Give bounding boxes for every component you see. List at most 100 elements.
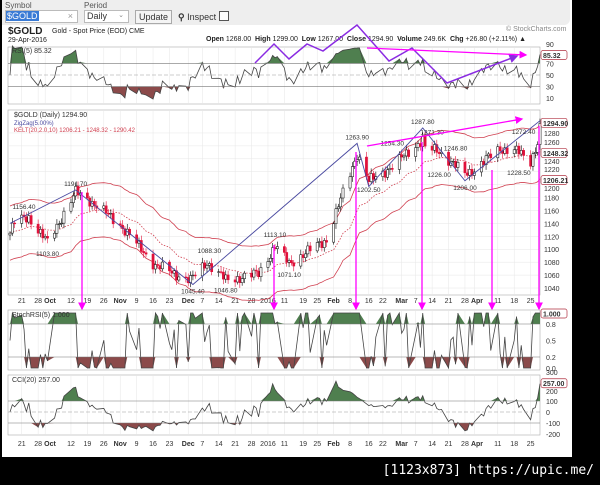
kelt-low-tag-box	[540, 175, 568, 185]
candle-body	[60, 222, 63, 225]
x-tick-label: 18	[510, 441, 518, 448]
candle-body	[416, 143, 420, 148]
inspect-toggle[interactable]: ⚲ Inspect	[178, 11, 229, 23]
candle-body	[529, 155, 532, 167]
candle	[259, 262, 263, 282]
candle	[252, 267, 256, 281]
price-annotation: 1046.80	[214, 288, 238, 295]
rsi-line	[9, 45, 541, 100]
x-tick-label: 16	[365, 298, 373, 305]
price-annotation: 1228.50	[507, 170, 531, 177]
x-tick-label: 19	[83, 298, 91, 305]
inspect-checkbox[interactable]	[218, 11, 229, 21]
candle	[339, 193, 343, 212]
x-tick-label: 11	[281, 441, 288, 448]
x-tick-label: 26	[100, 298, 108, 305]
candle-body	[484, 155, 488, 165]
candle-body	[109, 212, 113, 215]
rsi-axis-label: 50	[546, 73, 554, 80]
candle-body	[358, 156, 361, 160]
x-tick-label: 14	[428, 298, 436, 305]
candle-body	[414, 147, 418, 157]
candle-body	[71, 195, 75, 204]
keltner-lower	[9, 178, 541, 301]
x-tick-label: 25	[527, 441, 535, 448]
candle	[71, 191, 75, 208]
cci-legend: CCI(20) 257.00	[12, 377, 60, 384]
kelt-low-tag: 1206.21	[543, 178, 568, 185]
price-annotation: 1254.30	[381, 141, 405, 148]
stochrsi-tag: 1.000	[543, 312, 561, 319]
candle	[20, 210, 24, 228]
x-tick-label: Mar	[395, 298, 408, 305]
kelt-mid-tag: 1248.32	[543, 151, 568, 158]
symbol-input[interactable]: $GOLD ×	[5, 10, 78, 23]
price-tag-box	[540, 117, 568, 128]
chart-date: 29-Apr-2016	[8, 37, 47, 44]
candle-body	[306, 245, 310, 255]
update-button[interactable]: Update	[135, 10, 173, 24]
x-tick-label: 28	[461, 298, 469, 305]
candle	[315, 237, 319, 254]
candle-body	[250, 272, 253, 278]
candle-body	[301, 254, 305, 258]
candle-body	[217, 271, 221, 273]
candle-body	[10, 222, 14, 234]
x-tick-label: 2016	[260, 441, 276, 448]
candle-body	[104, 205, 108, 214]
x-tick-label: 16	[149, 441, 157, 448]
candle-body	[41, 229, 45, 239]
candle-body	[154, 264, 157, 270]
symbol-label: Symbol	[5, 1, 32, 10]
candle-body	[243, 272, 246, 279]
candle	[299, 249, 303, 269]
candle-body	[86, 192, 89, 199]
period-select[interactable]: Daily ⌄	[84, 10, 129, 23]
clear-icon[interactable]: ×	[67, 11, 73, 21]
candle-body	[238, 276, 242, 283]
candle-body	[463, 162, 467, 174]
price-axis-label: 1280	[544, 131, 560, 138]
x-tick-label: 12	[67, 441, 75, 448]
price-annotation: 1271.30	[420, 130, 444, 137]
candle	[463, 157, 467, 178]
candle-body	[144, 252, 148, 255]
candle-body	[388, 168, 392, 170]
stochrsi-axis-label: 0.0	[546, 366, 556, 373]
candle-body	[339, 197, 343, 208]
candle	[533, 147, 537, 159]
x-tick-label: 25	[313, 441, 321, 448]
candle-body	[236, 276, 239, 283]
footer-caption: [1123x873] https://upic.me/	[382, 463, 594, 478]
panel-cci	[7, 374, 541, 436]
price-annotation: 1226.00	[427, 172, 451, 179]
drawn-rsi-trendline	[366, 47, 528, 59]
candle-body	[240, 278, 244, 283]
stochrsi-axis-label: 0.8	[546, 322, 556, 329]
price-axis-label: 1220	[544, 167, 560, 174]
candle-body	[43, 236, 47, 239]
candle	[266, 257, 270, 272]
price-axis-label: 1060	[544, 273, 560, 280]
cci-axis-label: 100	[546, 399, 558, 406]
candle-body	[292, 262, 296, 267]
candle-body	[13, 222, 17, 225]
candle-body	[533, 152, 537, 154]
rsi-axis-label: 70	[546, 61, 554, 68]
candle	[53, 230, 56, 242]
candle-body	[287, 260, 291, 263]
price-annotation: 1202.50	[357, 187, 381, 194]
candle-body	[46, 236, 49, 239]
cci-low-fill	[10, 423, 540, 431]
x-tick-label: 19	[83, 441, 91, 448]
stochrsi-axis-label: 0.5	[546, 339, 556, 346]
candle	[8, 231, 12, 241]
x-tick-label: 14	[428, 441, 436, 448]
candle-body	[454, 160, 457, 168]
price-annotation: 1103.80	[36, 251, 59, 258]
candle-body	[233, 279, 237, 283]
candle	[10, 217, 14, 236]
candle-body	[334, 208, 338, 225]
candle-body	[36, 223, 40, 234]
